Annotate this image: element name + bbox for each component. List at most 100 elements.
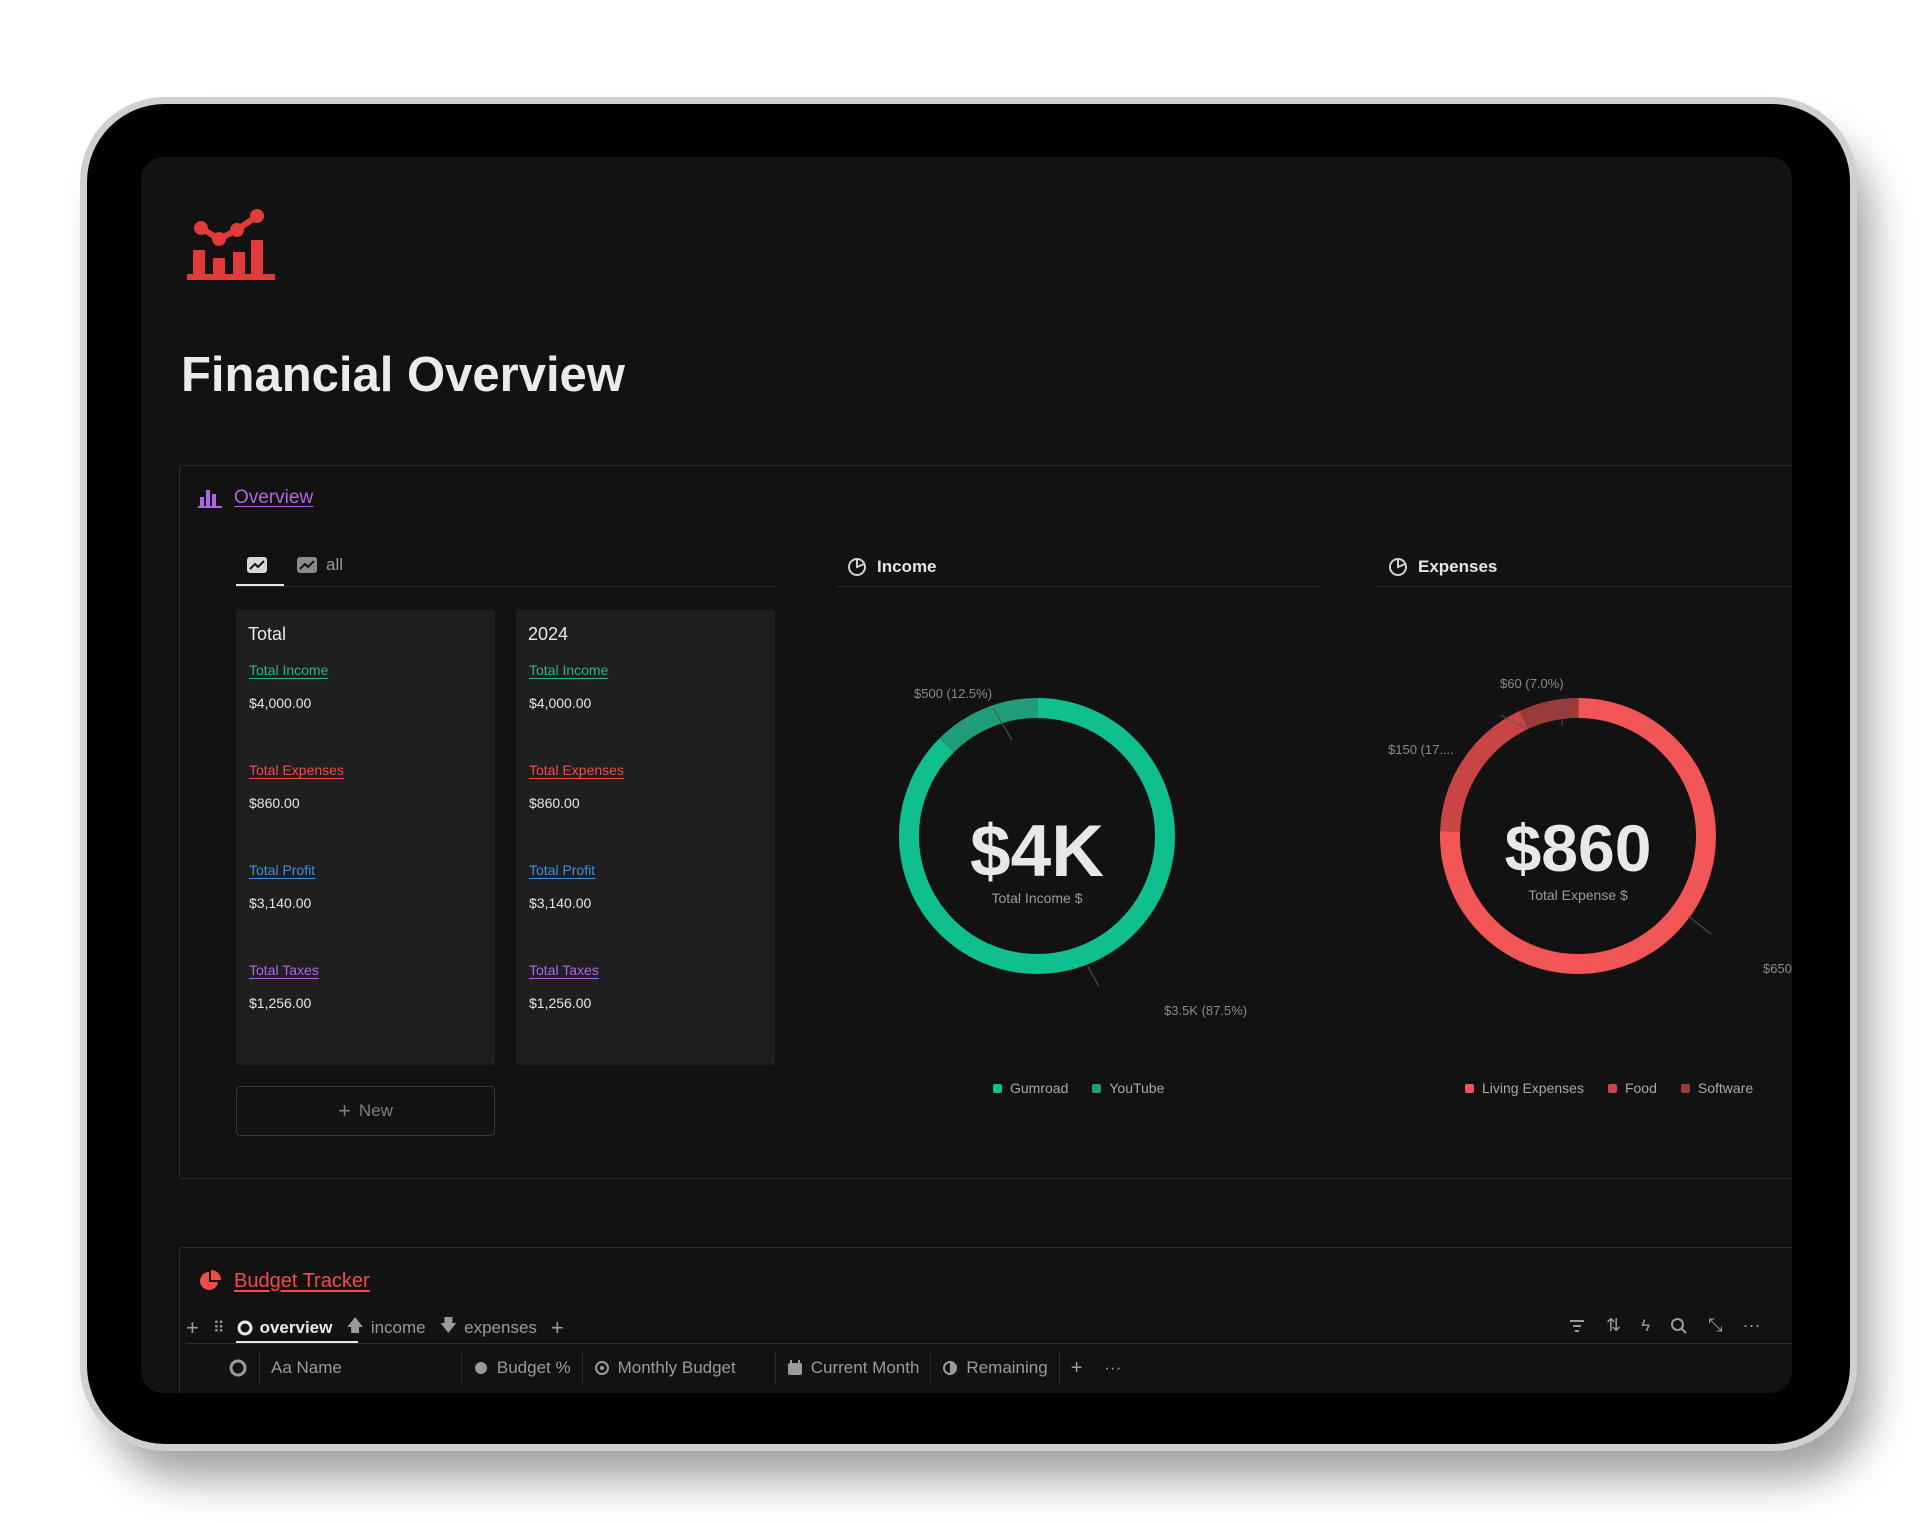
column-budget-percent[interactable]: Budget % (462, 1351, 583, 1385)
sort-icon[interactable]: ⇅ (1606, 1315, 1622, 1335)
pie-chart-icon (237, 1320, 253, 1336)
tab-label: overview (259, 1317, 333, 1337)
column-icon[interactable] (229, 1351, 260, 1385)
legend-item-software[interactable]: Software (1680, 1080, 1754, 1096)
column-name[interactable]: Aa Name (260, 1351, 462, 1385)
total-income-label[interactable]: Total Income (529, 662, 609, 678)
bt-tabs-divider (186, 1343, 1792, 1344)
app-screen: Financial Overview Overview (141, 157, 1792, 1393)
income-donut-chart[interactable] (887, 686, 1187, 986)
new-button-label: New (358, 1101, 393, 1120)
income-callout-line-2 (1087, 966, 1100, 986)
tabs-divider (236, 586, 776, 587)
total-income-label[interactable]: Total Income (249, 662, 329, 678)
card-title: Total (248, 624, 287, 644)
total-income-value: $4,000.00 (529, 695, 592, 711)
income-callout-line-1 (992, 707, 1013, 741)
donut-slice-living-expenses[interactable] (1440, 698, 1716, 974)
legend-item-living-expenses[interactable]: Living Expenses (1465, 1080, 1584, 1096)
expenses-center-label: Total Expense $ (1528, 887, 1628, 903)
donut-slice-youtube[interactable] (899, 698, 1175, 974)
budget-tracker-toolbar: ⇅ ϟ ⤡ ··· (1568, 1315, 1760, 1336)
card-total[interactable]: Total Total Income $4,000.00 Total Expen… (236, 610, 495, 1065)
legend-swatch (1465, 1083, 1474, 1093)
more-icon[interactable]: ··· (1742, 1315, 1761, 1335)
overview-panel (179, 465, 1792, 1179)
card-2024[interactable]: 2024 Total Income $4,000.00 Total Expens… (516, 610, 775, 1065)
pie-chart-icon (198, 1269, 222, 1293)
legend-item-gumroad[interactable]: Gumroad (993, 1080, 1068, 1096)
expenses-header: Expenses (1388, 557, 1497, 577)
expenses-callout-3: $650 (1763, 961, 1792, 976)
column-label: Budget % (496, 1358, 571, 1377)
total-expenses-label[interactable]: Total Expenses (529, 762, 624, 778)
expenses-callout-line-2 (1561, 704, 1564, 727)
expenses-callout-2: $150 (17.... (1388, 742, 1454, 757)
chart-logo-icon (187, 206, 279, 282)
legend-label: Food (1624, 1080, 1657, 1096)
tab-overview[interactable]: overview (237, 1317, 333, 1338)
add-column-button[interactable]: + (1070, 1356, 1083, 1379)
column-monthly-budget[interactable]: Monthly Budget (583, 1351, 776, 1385)
donut-slice-software[interactable] (1440, 698, 1716, 974)
total-profit-label[interactable]: Total Profit (249, 862, 316, 878)
expand-icon[interactable]: ⤡ (1708, 1315, 1723, 1335)
tab-all[interactable]: all (296, 555, 343, 575)
drag-handle-icon[interactable]: ⠿ (212, 1319, 225, 1337)
tab-all-label: all (326, 555, 344, 574)
total-taxes-label[interactable]: Total Taxes (529, 962, 599, 978)
income-divider (837, 586, 1322, 587)
expenses-heading: Expenses (1418, 557, 1498, 576)
legend-label: Gumroad (1010, 1080, 1069, 1096)
column-remaining[interactable]: Remaining (931, 1351, 1060, 1385)
plus-icon: + (338, 1098, 351, 1123)
income-center-value: $4K (970, 811, 1104, 892)
overview-header[interactable]: Overview (198, 487, 313, 509)
total-expenses-label[interactable]: Total Expenses (249, 762, 344, 778)
budget-tracker-header[interactable]: Budget Tracker (198, 1269, 370, 1293)
new-card-button[interactable]: + New (236, 1086, 495, 1136)
expenses-callout-line-3 (1687, 915, 1712, 935)
total-taxes-label[interactable]: Total Taxes (249, 962, 319, 978)
legend-item-youtube[interactable]: YouTube (1092, 1080, 1164, 1096)
legend-label: YouTube (1109, 1080, 1165, 1096)
tab-income[interactable]: 🡅 income (346, 1313, 425, 1342)
column-label: Current Month (810, 1358, 920, 1377)
automation-icon[interactable]: ϟ (1641, 1315, 1651, 1335)
legend-label: Software (1697, 1080, 1754, 1096)
income-legend: Gumroad YouTube (993, 1080, 1164, 1096)
income-heading: Income (877, 557, 937, 576)
search-icon[interactable] (1670, 1317, 1688, 1335)
total-income-value: $4,000.00 (249, 695, 312, 711)
add-view-icon[interactable]: + (550, 1314, 564, 1340)
filter-icon[interactable] (1568, 1318, 1586, 1334)
expenses-callout-line-1 (1500, 714, 1527, 730)
more-icon[interactable]: ··· (1104, 1358, 1122, 1377)
budget-tracker-panel (179, 1247, 1792, 1393)
total-profit-label[interactable]: Total Profit (529, 862, 596, 878)
legend-label: Living Expenses (1482, 1080, 1584, 1096)
column-current-month[interactable]: Current Month (776, 1351, 932, 1385)
expenses-donut-chart[interactable] (1428, 686, 1728, 986)
add-icon[interactable]: + (186, 1314, 199, 1340)
clock-icon (942, 1360, 958, 1376)
chart-icon (296, 555, 318, 575)
chart-icon (246, 555, 268, 575)
legend-item-food[interactable]: Food (1607, 1080, 1657, 1096)
total-taxes-value: $1,256.00 (529, 995, 592, 1011)
pie-chart-icon (847, 557, 867, 577)
overview-link[interactable]: Overview (234, 487, 314, 508)
bar-chart-icon (198, 488, 222, 508)
column-label: Monthly Budget (617, 1358, 736, 1377)
pie-chart-icon (473, 1360, 489, 1376)
calendar-icon (787, 1360, 803, 1376)
donut-slice-gumroad[interactable] (899, 698, 1175, 974)
legend-swatch (1607, 1083, 1617, 1093)
income-callout-2: $3.5K (87.5%) (1164, 1003, 1248, 1018)
tab-chart[interactable] (246, 555, 268, 575)
pie-chart-icon (229, 1359, 247, 1377)
expenses-center-value: $860 (1504, 811, 1652, 885)
total-profit-value: $3,140.00 (529, 895, 592, 911)
tab-expenses[interactable]: 🡇 expenses (440, 1313, 537, 1342)
budget-tracker-link[interactable]: Budget Tracker (234, 1269, 370, 1292)
